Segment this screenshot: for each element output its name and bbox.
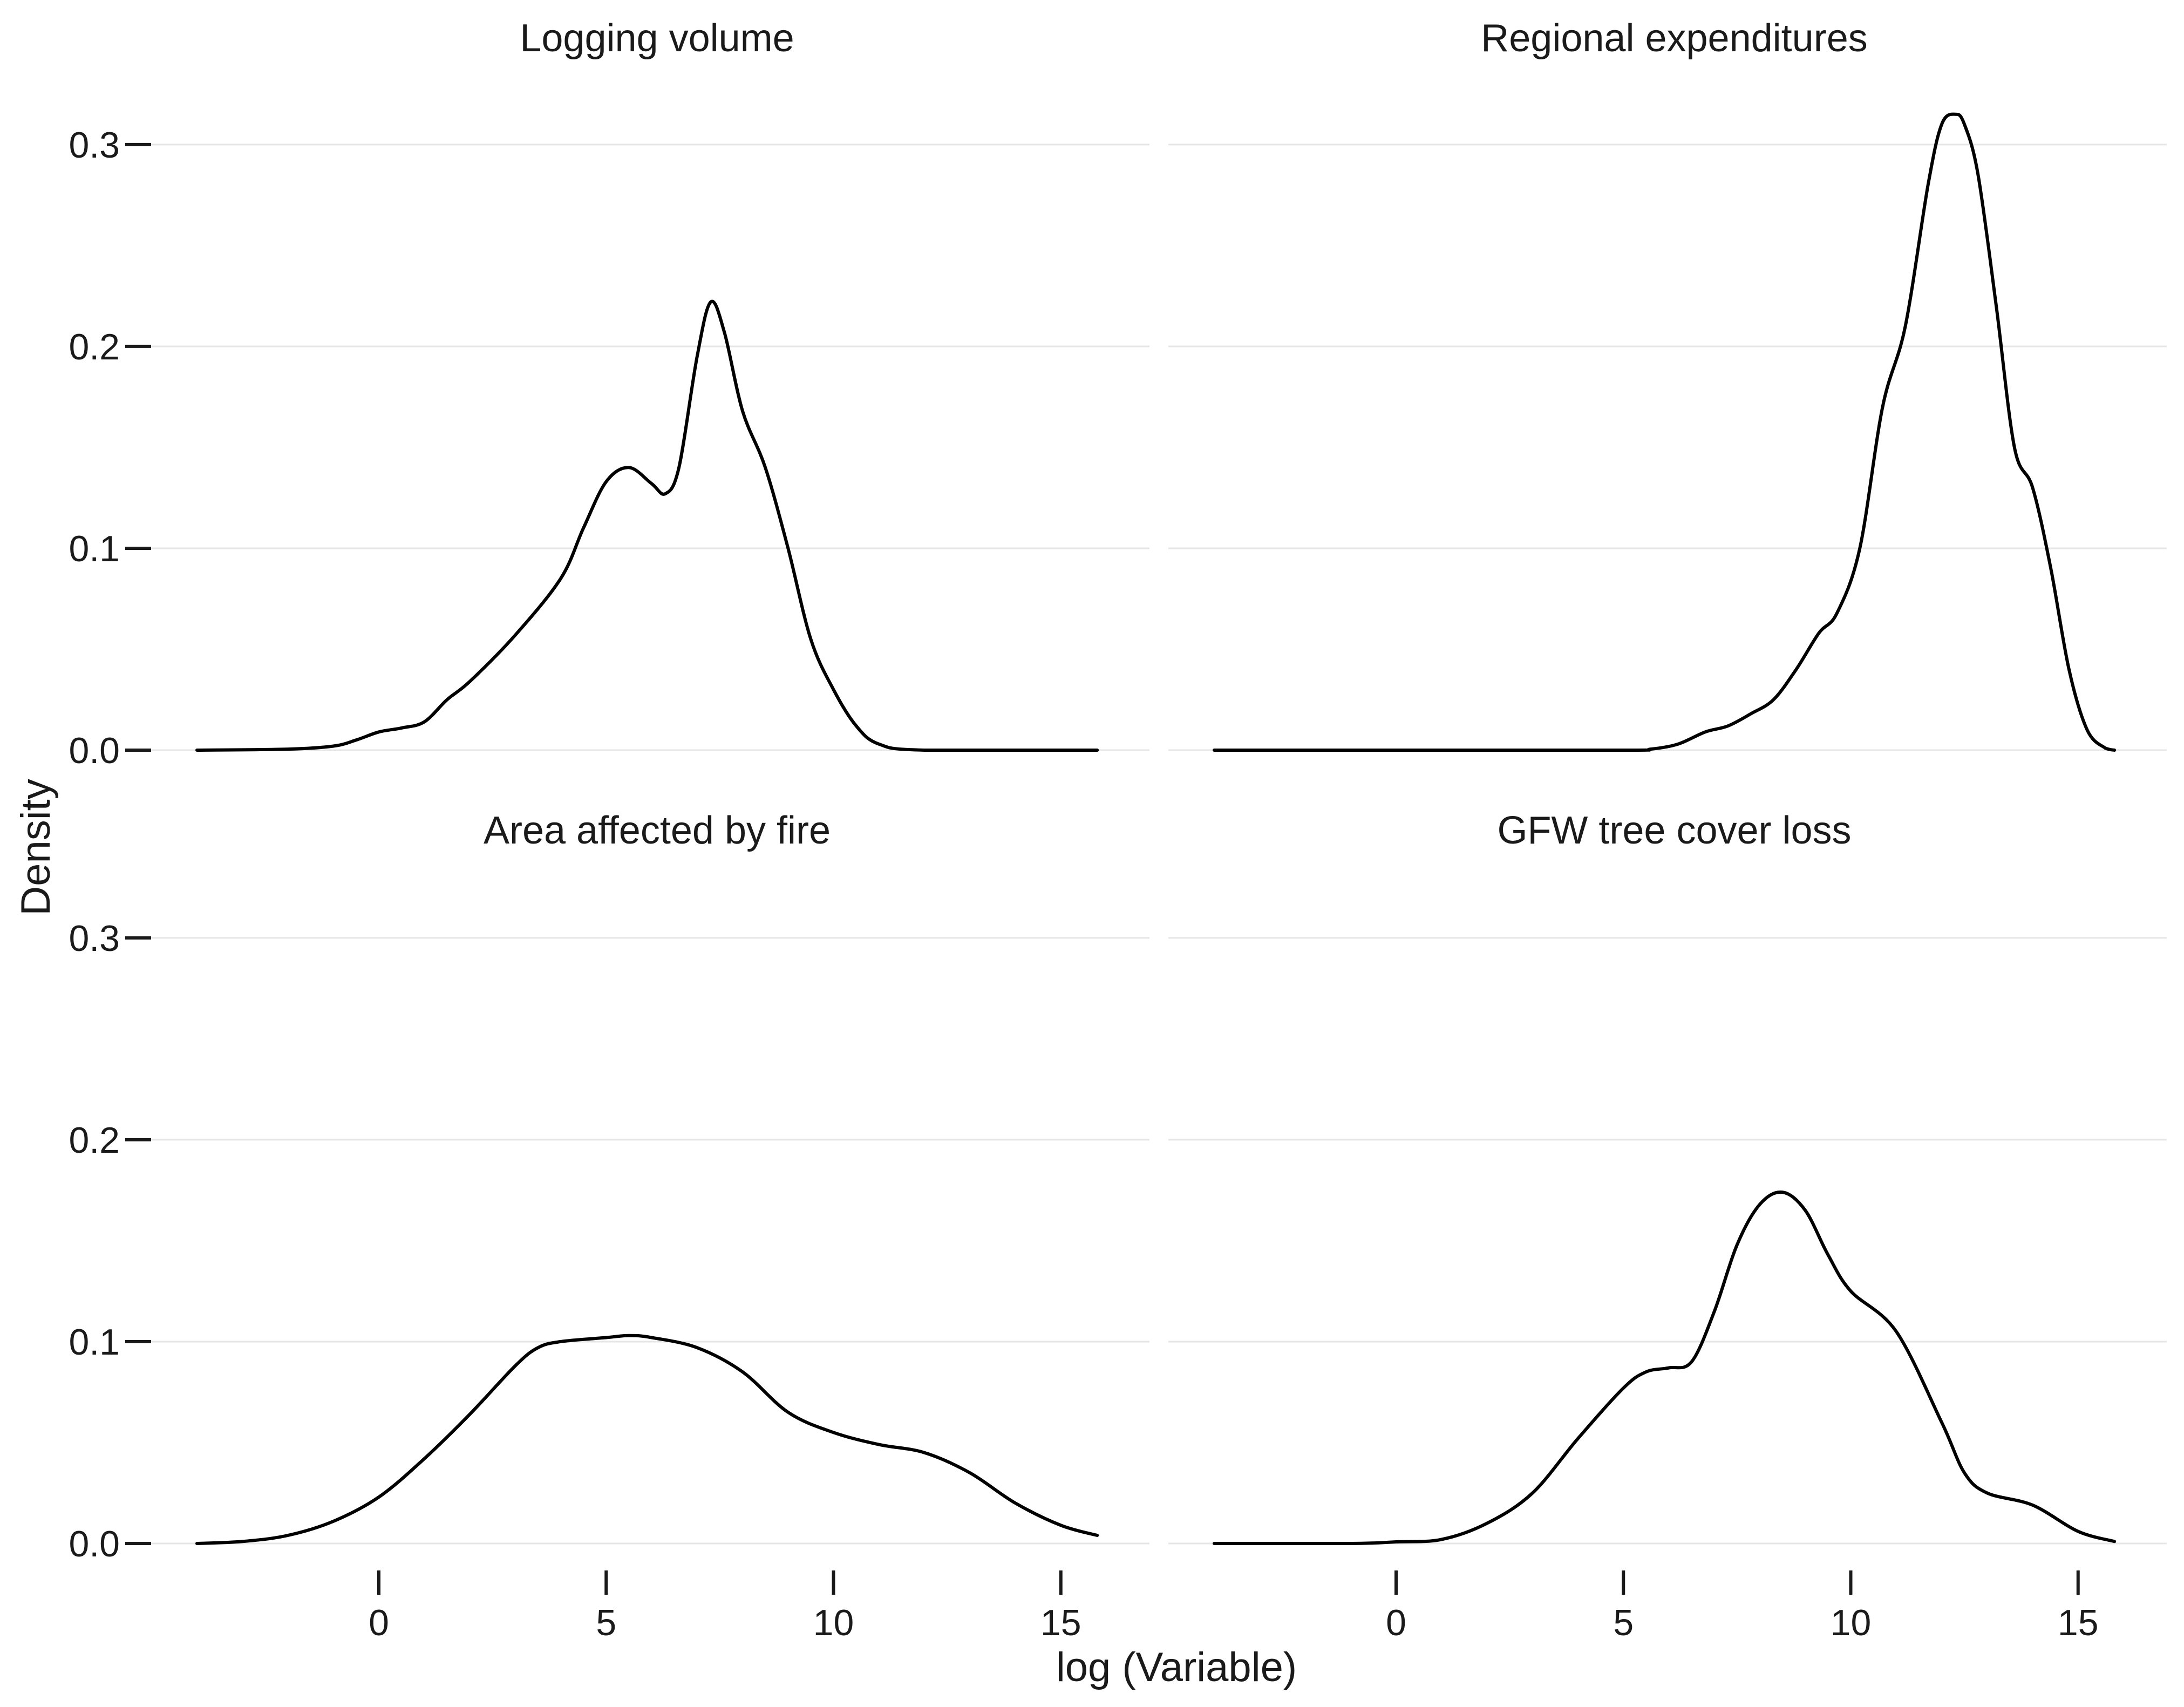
y-tick-label: 0.0 bbox=[69, 1524, 120, 1565]
density-curve bbox=[195, 300, 1099, 752]
panel-2: Regional expenditures bbox=[1168, 17, 2167, 752]
x-tick-label: 5 bbox=[1613, 1602, 1634, 1643]
panels-layer: 0.0 0.1 0.2 0.3 Logging volume Regional expen… bbox=[69, 17, 2167, 1643]
x-tick-label: 15 bbox=[2058, 1602, 2099, 1643]
panel-title: Area affected by fire bbox=[484, 809, 831, 852]
y-tick-label: 0.2 bbox=[69, 1120, 120, 1161]
panel-title: Logging volume bbox=[520, 17, 794, 60]
y-tick-label: 0.1 bbox=[69, 528, 120, 569]
panel-1: 0.0 0.1 0.2 0.3 Logging volume bbox=[69, 17, 1149, 771]
panel-title: Regional expenditures bbox=[1481, 17, 1867, 60]
x-tick-label: 0 bbox=[369, 1602, 389, 1643]
y-tick-label: 0.2 bbox=[69, 327, 120, 368]
panel-title: GFW tree cover loss bbox=[1497, 809, 1851, 852]
x-axis-title: log (Variable) bbox=[1056, 1644, 1297, 1690]
density-curve bbox=[1213, 112, 2117, 752]
y-tick-label: 0.0 bbox=[69, 730, 120, 771]
density-curve bbox=[1213, 1190, 2117, 1545]
x-tick-label: 0 bbox=[1386, 1602, 1406, 1643]
y-tick-label: 0.1 bbox=[69, 1322, 120, 1363]
y-tick-label: 0.3 bbox=[69, 125, 120, 166]
x-tick-label: 15 bbox=[1040, 1602, 1081, 1643]
y-axis-title: Density bbox=[13, 779, 59, 915]
panel-4: 0 5 10 15 GFW tree cover loss bbox=[1168, 809, 2167, 1643]
x-tick-label: 10 bbox=[1831, 1602, 1872, 1643]
y-tick-label: 0.3 bbox=[69, 918, 120, 959]
x-tick-label: 5 bbox=[596, 1602, 616, 1643]
x-tick-label: 10 bbox=[813, 1602, 854, 1643]
panel-3: 0.0 0.1 0.2 0.3 0 5 10 15 Area affected by fire bbox=[69, 809, 1149, 1643]
density-curve bbox=[195, 1334, 1099, 1545]
